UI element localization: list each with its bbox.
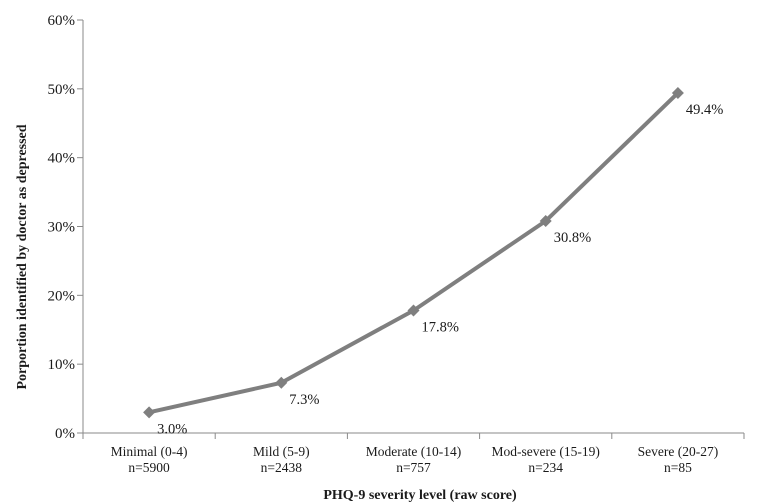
x-category-label: Mild (5-9) [253,444,310,459]
y-tick-label: 60% [48,13,76,29]
y-tick-label: 20% [48,288,76,304]
x-category-label: Severe (20-27) [638,444,719,459]
x-category-count: n=5900 [128,460,170,475]
y-axis-ticks: 0% 10% 20% 30% 40% 50% 60% [48,13,83,442]
data-label: 49.4% [686,102,723,118]
x-category-label: Moderate (10-14) [366,444,462,459]
data-point-marker [539,214,552,227]
y-tick-label: 40% [48,151,76,167]
x-category-label: Mod-severe (15-19) [492,444,600,459]
data-point-marker [407,304,420,317]
x-axis-ticks [82,433,745,439]
x-category-count: n=757 [396,460,431,475]
x-category-count: n=2438 [261,460,303,475]
x-category-count: n=85 [664,460,692,475]
data-point-marker [143,406,156,419]
category-labels: Minimal (0-4)n=5900 Mild (5-9)n=2438 Moder… [111,444,719,475]
y-tick-label: 10% [48,357,76,373]
y-tick-label: 50% [48,82,76,98]
series-group [143,86,684,419]
data-label: 7.3% [289,392,319,408]
data-point-marker [275,376,288,389]
series-line [148,91,680,415]
data-labels: 3.0% 7.3% 17.8% 30.8% 49.4% [157,102,723,437]
x-category-count: n=234 [528,460,563,475]
y-axis-title: Porportion identified by doctor as depre… [15,124,30,389]
y-tick-label: 0% [55,426,75,442]
data-point-marker [671,86,684,99]
y-tick-label: 30% [48,220,76,236]
data-label: 3.0% [157,421,187,437]
x-category-label: Minimal (0-4) [111,444,188,459]
data-label: 30.8% [554,230,591,246]
data-label: 17.8% [422,319,459,335]
x-axis-title: PHQ-9 severity level (raw score) [323,488,517,503]
axes [82,20,744,434]
